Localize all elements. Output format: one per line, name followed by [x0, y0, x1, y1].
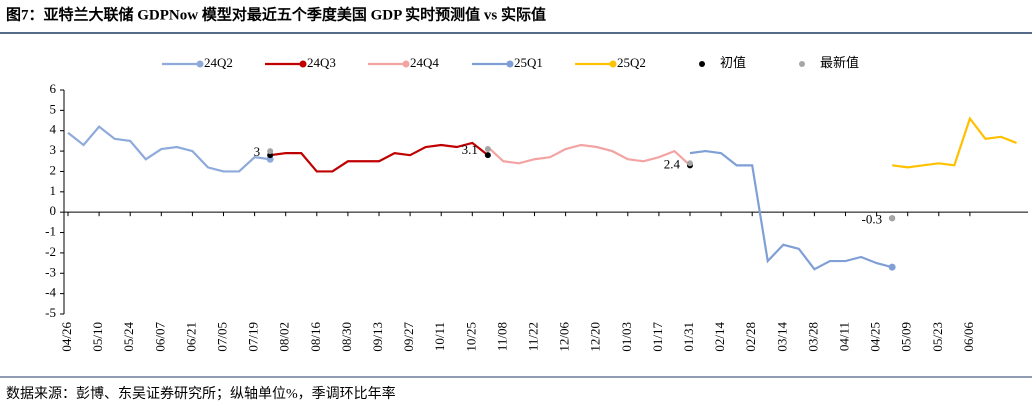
x-tick-label: 03/14	[774, 322, 789, 352]
x-tick-label: 06/06	[961, 322, 976, 352]
legend-label: 24Q3	[307, 55, 336, 70]
x-tick-label: 10/11	[432, 322, 447, 351]
x-tick-label: 04/11	[836, 322, 851, 351]
y-tick-label: -4	[45, 285, 56, 300]
x-tick-label: 01/03	[619, 322, 634, 352]
series-line	[487, 143, 691, 167]
legend-label: 24Q4	[410, 55, 439, 70]
x-tick-label: 08/16	[308, 322, 323, 352]
y-tick-label: -3	[45, 264, 56, 279]
x-tick-label: 11/08	[494, 322, 509, 351]
legend-label: 24Q2	[204, 55, 233, 70]
legend-marker	[196, 60, 204, 68]
x-tick-label: 05/24	[121, 322, 136, 352]
x-tick-label: 05/09	[899, 322, 914, 352]
value-point	[484, 146, 491, 153]
y-tick-label: 3	[50, 142, 57, 157]
y-tick-label: -1	[45, 224, 56, 239]
legend-label: 初值	[720, 55, 746, 70]
legend-label: 25Q1	[514, 55, 543, 70]
x-tick-label: 03/28	[805, 322, 820, 352]
legend-marker	[699, 61, 705, 67]
x-tick-label: 05/23	[930, 322, 945, 352]
source-note: 数据来源：彭博、东吴证券研究所；纵轴单位%，季调环比年率	[6, 385, 396, 402]
legend-marker	[799, 61, 805, 67]
x-tick-label: 12/20	[588, 322, 603, 352]
x-tick-label: 07/05	[214, 322, 229, 352]
x-tick-label: 06/21	[183, 322, 198, 352]
chart-title: 图7：亚特兰大联储 GDPNow 模型对最近五个季度美国 GDP 实时预测值 v…	[6, 5, 546, 23]
y-tick-label: 5	[50, 101, 57, 116]
x-tick-label: 04/25	[868, 322, 883, 352]
legend-marker	[506, 60, 514, 68]
legend-marker	[402, 60, 410, 68]
value-label: 3	[254, 144, 261, 159]
x-tick-label: 12/06	[557, 322, 572, 352]
x-tick-label: 01/17	[650, 322, 665, 352]
x-tick-label: 06/07	[152, 322, 167, 352]
end-marker	[888, 263, 896, 271]
x-tick-label: 09/27	[401, 322, 416, 352]
value-point	[267, 148, 274, 155]
x-tick-label: 11/22	[525, 322, 540, 351]
y-tick-label: 6	[50, 81, 57, 96]
series-line	[270, 141, 489, 173]
x-tick-label: 07/19	[246, 322, 261, 352]
x-tick-label: 02/14	[712, 322, 727, 352]
series-line	[689, 149, 893, 271]
legend-label: 25Q2	[617, 55, 646, 70]
x-tick-label: 10/25	[463, 322, 478, 352]
value-point	[687, 160, 693, 167]
value-label: -0.3	[862, 211, 883, 226]
y-tick-label: -2	[45, 244, 56, 259]
x-tick-label: 08/02	[277, 322, 292, 352]
value-label: 3.1	[462, 142, 478, 157]
legend-label: 最新值	[820, 55, 859, 70]
x-tick-label: 05/10	[90, 322, 105, 352]
series-line	[892, 116, 1017, 169]
legend-marker	[299, 60, 307, 68]
value-label: 2.4	[664, 156, 681, 171]
y-tick-label: 0	[50, 203, 57, 218]
value-point	[889, 215, 896, 222]
series-line	[67, 125, 271, 173]
x-tick-label: 08/30	[339, 322, 354, 352]
value-point	[484, 152, 491, 159]
y-tick-label: -5	[45, 305, 56, 320]
y-tick-label: 4	[50, 122, 57, 137]
x-tick-label: 01/31	[681, 322, 696, 352]
y-tick-label: 1	[50, 183, 57, 198]
x-tick-label: 02/28	[743, 322, 758, 352]
y-tick-label: 2	[50, 162, 57, 177]
x-tick-label: 09/13	[370, 322, 385, 352]
legend-marker	[609, 60, 617, 68]
x-tick-label: 04/26	[59, 322, 74, 352]
